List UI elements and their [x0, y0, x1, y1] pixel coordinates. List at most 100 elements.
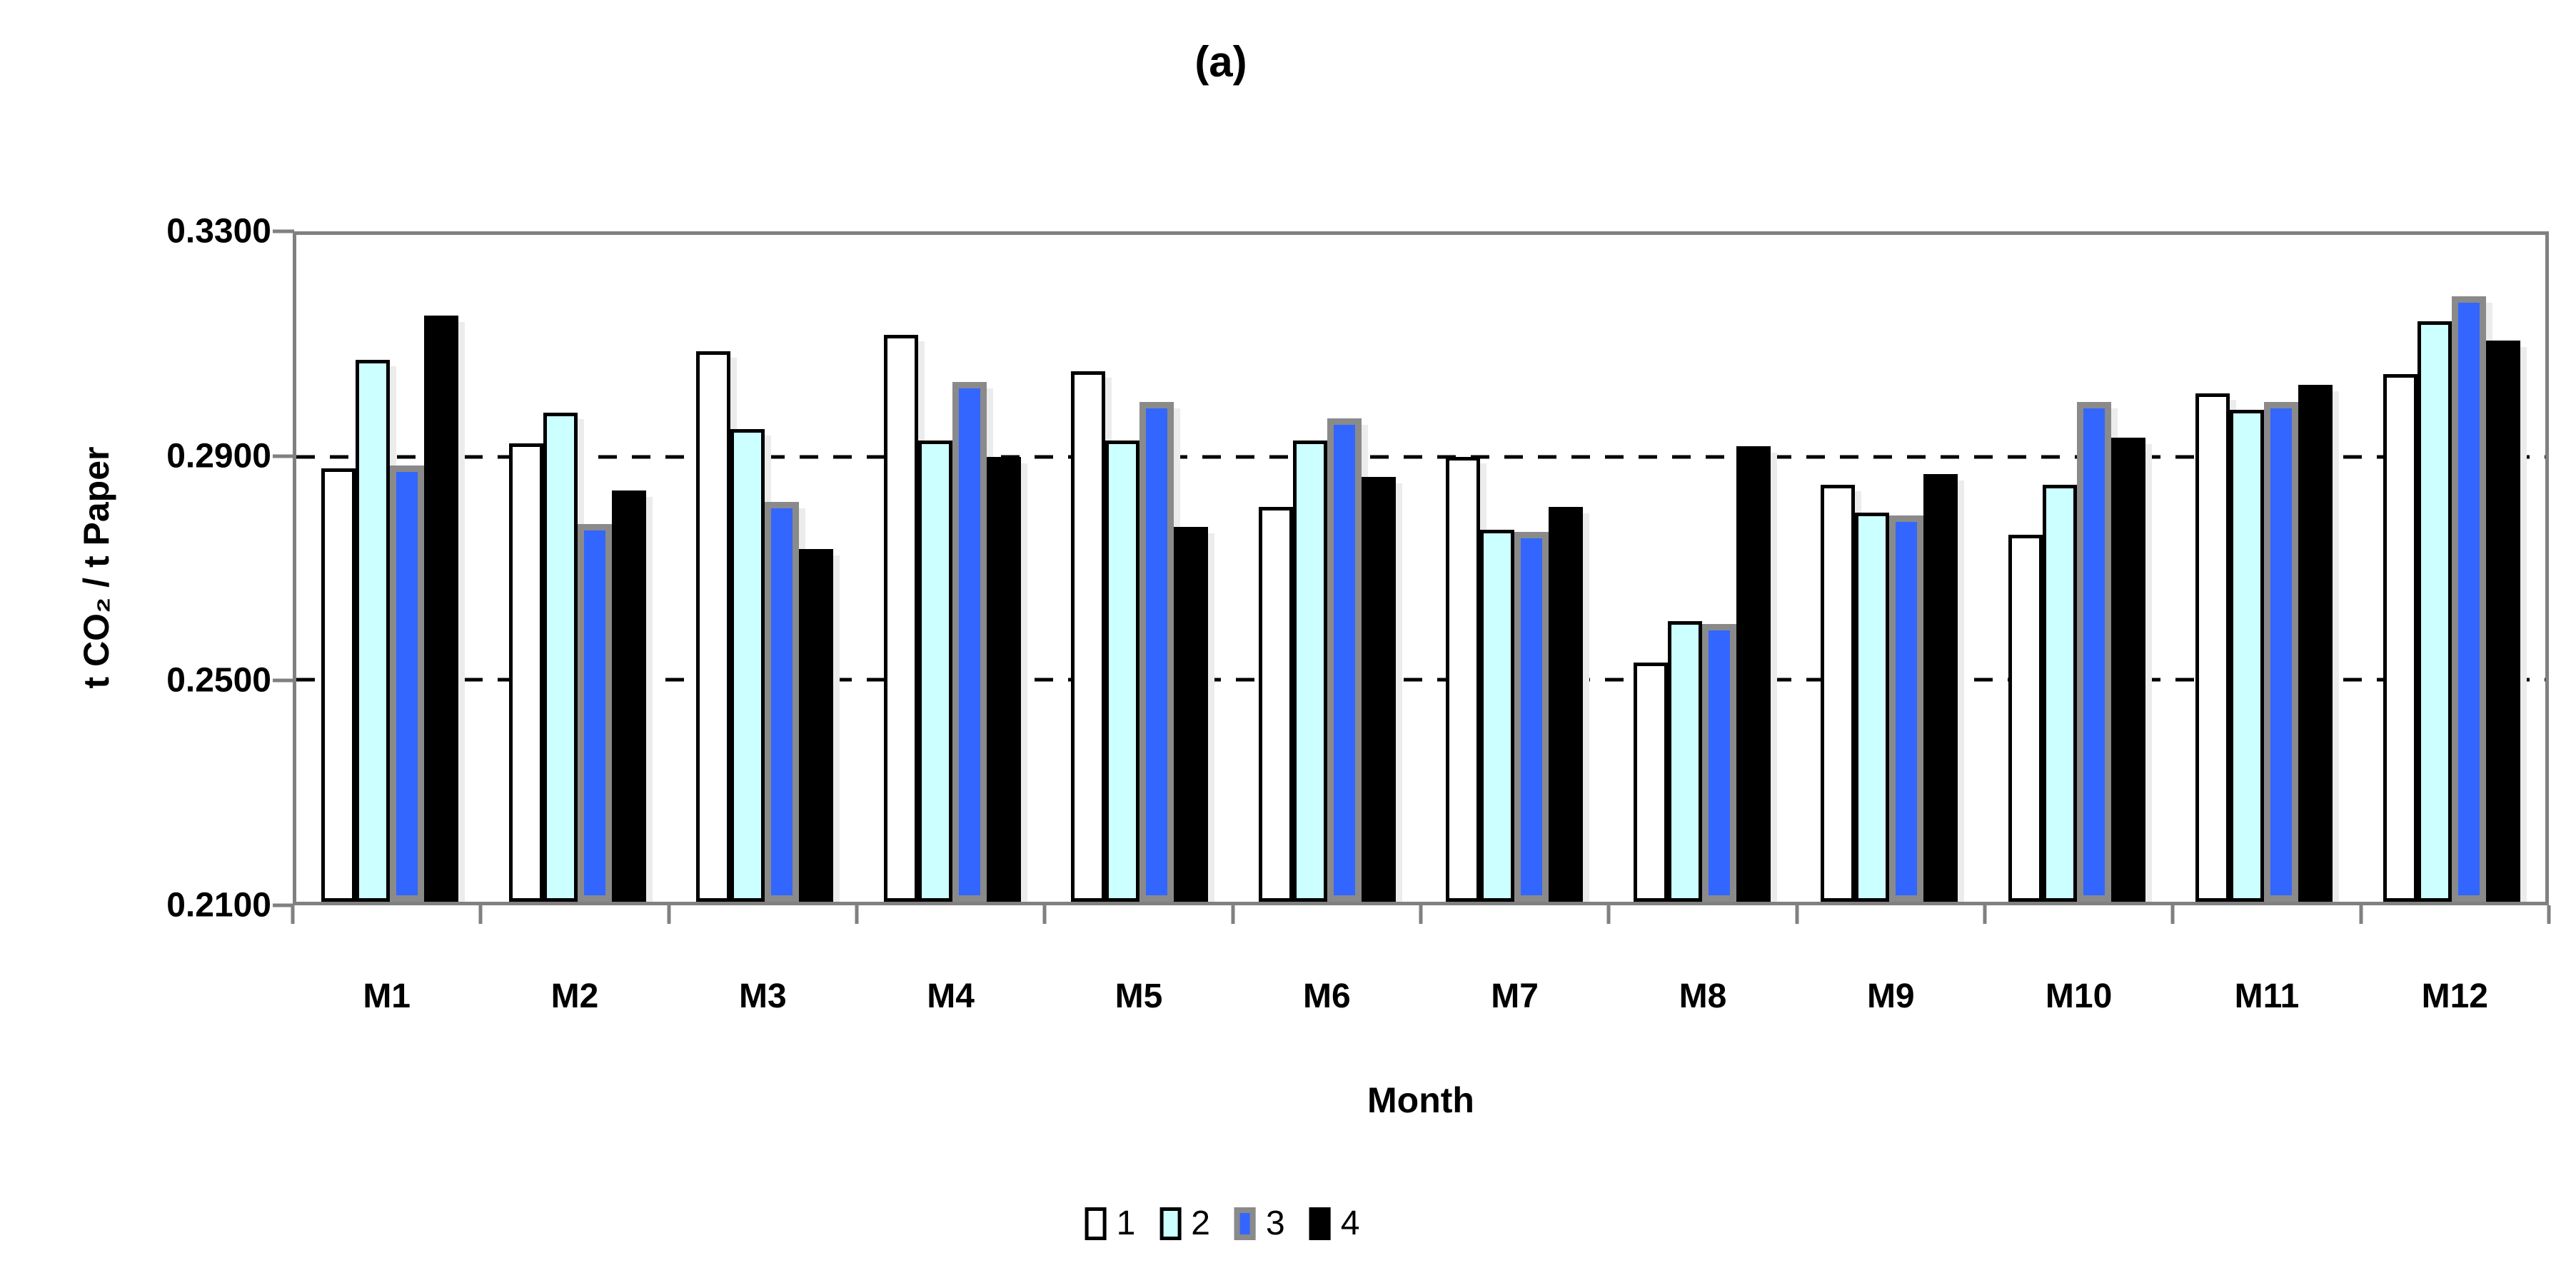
legend-swatch-2	[1159, 1207, 1182, 1240]
bar-m10-series-2	[2042, 485, 2077, 902]
y-tick-mark	[273, 903, 294, 907]
y-tick-mark	[273, 678, 294, 683]
bar-m8-series-2	[1667, 620, 1702, 902]
bar-m4-series-3	[952, 382, 987, 902]
bar-m3-series-2	[730, 429, 765, 902]
gridline-0.2500	[296, 678, 2545, 682]
bar-m8-series-4	[1736, 446, 1771, 902]
x-tick-label-m8: M8	[1679, 977, 1727, 1015]
bar-m6-series-4	[1361, 476, 1396, 902]
legend: 1 2 3 4	[1085, 1204, 1360, 1243]
bar-m2-series-3	[577, 523, 612, 902]
bar-group-m4	[859, 235, 1047, 902]
legend-swatch-3	[1234, 1207, 1256, 1240]
x-axis-title: Month	[1367, 1080, 1474, 1120]
bar-m1-series-2	[356, 360, 391, 902]
bar-m1-series-4	[424, 315, 459, 902]
bar-m7-series-2	[1480, 529, 1515, 902]
y-axis-title: t CO₂ / t Paper	[76, 446, 116, 689]
legend-label-3: 3	[1266, 1204, 1285, 1242]
x-tick-label-m9: M9	[1866, 977, 1915, 1015]
bar-m6-series-2	[1292, 440, 1327, 902]
x-tick-label-m3: M3	[738, 977, 787, 1015]
bar-m10-series-3	[2076, 401, 2111, 902]
plot-area	[293, 231, 2549, 905]
legend-item-3: 3	[1234, 1204, 1285, 1243]
bar-group-m12	[2358, 235, 2546, 902]
bar-m2-series-1	[508, 443, 543, 902]
bar-m5-series-2	[1105, 440, 1140, 902]
bar-m7-series-4	[1549, 507, 1584, 902]
legend-item-1: 1	[1085, 1204, 1136, 1243]
bar-m12-series-3	[2451, 296, 2486, 902]
bar-m11-series-1	[2195, 393, 2230, 902]
bar-group-m1	[296, 235, 484, 902]
bar-m10-series-1	[2008, 535, 2043, 902]
bar-group-m11	[2170, 235, 2358, 902]
bar-m12-series-4	[2485, 340, 2520, 902]
x-tick-label-m2: M2	[550, 977, 599, 1015]
bar-m2-series-4	[611, 490, 646, 902]
bar-m4-series-1	[883, 335, 918, 902]
legend-item-4: 4	[1309, 1204, 1360, 1243]
x-tick-mark	[1042, 905, 1047, 924]
bar-m12-series-2	[2417, 321, 2452, 902]
bar-m10-series-4	[2110, 438, 2145, 902]
bar-m4-series-2	[917, 440, 952, 902]
y-tick-label: 0.2500	[166, 661, 271, 700]
bar-m7-series-3	[1514, 532, 1549, 902]
x-tick-mark	[1606, 905, 1611, 924]
bar-group-m5	[1046, 235, 1234, 902]
x-tick-mark	[1231, 905, 1235, 924]
bar-m9-series-3	[1889, 515, 1924, 902]
legend-swatch-4	[1309, 1207, 1331, 1240]
bar-group-m7	[1421, 235, 1609, 902]
x-tick-mark	[291, 905, 295, 924]
bar-m1-series-1	[321, 468, 356, 902]
legend-swatch-1	[1085, 1207, 1107, 1240]
x-tick-mark	[667, 905, 671, 924]
x-axis-labels: M1 M2 M3 M4 M5 M6 M7 M8 M9 M10 M11 M12	[293, 977, 2549, 1016]
plot-inner	[296, 235, 2545, 902]
bar-m9-series-1	[1821, 485, 1856, 902]
x-tick-label-m4: M4	[927, 977, 975, 1015]
x-tick-label-m1: M1	[363, 977, 411, 1015]
y-tick-mark	[273, 454, 294, 458]
bar-m8-series-1	[1633, 663, 1668, 902]
bar-m5-series-3	[1139, 401, 1174, 902]
bar-m11-series-4	[2298, 385, 2333, 902]
bar-m5-series-1	[1071, 371, 1106, 902]
x-tick-label-m7: M7	[1491, 977, 1539, 1015]
bar-m3-series-1	[696, 351, 731, 902]
x-tick-mark	[1983, 905, 1987, 924]
bar-m2-series-2	[543, 413, 578, 902]
gridline-0.2900	[296, 455, 2545, 459]
bar-groups	[296, 235, 2545, 902]
x-tick-label-m5: M5	[1115, 977, 1163, 1015]
y-tick-label: 0.2100	[166, 886, 271, 925]
bar-m4-series-4	[986, 457, 1021, 902]
y-tick-label: 0.2900	[166, 437, 271, 476]
x-tick-label-m10: M10	[2045, 977, 2113, 1015]
bar-m9-series-2	[1855, 513, 1890, 902]
legend-label-4: 4	[1340, 1204, 1360, 1242]
bar-group-m2	[484, 235, 672, 902]
bar-m6-series-3	[1327, 418, 1362, 902]
x-tick-mark	[478, 905, 483, 924]
x-tick-mark	[2170, 905, 2175, 924]
legend-label-1: 1	[1116, 1204, 1136, 1242]
y-tick-mark	[273, 229, 294, 233]
bar-m5-series-4	[1174, 526, 1209, 902]
x-tick-mark	[855, 905, 859, 924]
bar-m6-series-1	[1258, 507, 1293, 902]
chart-title: (a)	[1194, 38, 1247, 86]
x-tick-mark	[1419, 905, 1423, 924]
bar-m11-series-2	[2230, 410, 2265, 902]
bar-m7-series-1	[1446, 457, 1481, 902]
bar-group-m3	[671, 235, 859, 902]
y-tick-label: 0.3300	[166, 212, 271, 251]
bar-m3-series-4	[799, 548, 834, 902]
bar-m8-series-3	[1701, 623, 1736, 902]
bar-m9-series-4	[1923, 473, 1958, 902]
bar-m12-series-1	[2383, 373, 2417, 902]
